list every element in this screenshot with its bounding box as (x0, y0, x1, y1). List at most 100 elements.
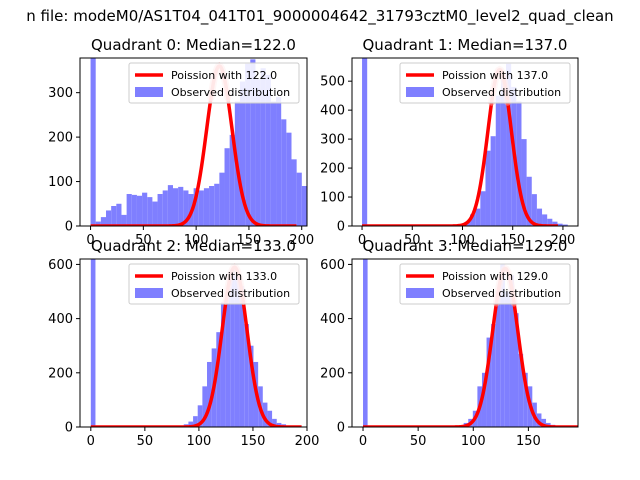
x-tick-label: 0 (86, 233, 94, 248)
histogram-bar (281, 119, 287, 226)
x-tick-label: 150 (500, 233, 525, 248)
y-tick-label: 0 (65, 421, 73, 436)
histogram-bar (547, 218, 553, 226)
histogram-bar (214, 183, 220, 226)
legend-hist-label: Observed distribution (442, 287, 561, 300)
histogram-bar (516, 101, 522, 226)
histogram-bar (121, 214, 127, 226)
histogram-bar (245, 63, 251, 226)
x-tick-label: 150 (237, 233, 262, 248)
histogram-bar (536, 208, 543, 226)
axes-frame (79, 57, 308, 227)
y-tick-label: 0 (65, 220, 73, 235)
histogram-bar (506, 63, 512, 226)
histogram-bar (178, 186, 184, 226)
histogram-bar (490, 136, 496, 226)
histogram-bar (509, 275, 515, 427)
histogram-bar (317, 208, 322, 226)
histogram-bar (90, 58, 96, 226)
x-tick-label: 100 (461, 434, 486, 449)
axes-frame (351, 258, 579, 428)
y-tick-label: 100 (48, 175, 73, 190)
histogram-bar (250, 59, 256, 226)
subplot-quadrant-1: 0 50 100 150 200 0 100 200 300 400 500 Poission wit… (320, 36, 579, 248)
x-tick-label: 50 (137, 434, 154, 449)
histogram-bar (193, 188, 199, 226)
histogram-bar (272, 418, 277, 427)
legend-hist-swatch (135, 87, 163, 97)
histogram-bar (229, 134, 235, 226)
x-tick-label: 200 (551, 233, 576, 248)
histogram-bar (267, 410, 273, 427)
histogram-bar (536, 413, 542, 427)
histogram-bar (265, 74, 271, 226)
y-tick-label: 200 (320, 162, 345, 177)
x-tick-label: 0 (358, 233, 366, 248)
histogram-bar (131, 194, 137, 226)
histogram-bar (198, 190, 204, 226)
histogram-bar (244, 324, 249, 427)
histogram-bar (197, 405, 203, 427)
histogram-bar (276, 422, 282, 427)
y-tick-label: 500 (320, 75, 345, 90)
x-tick-label: 100 (184, 233, 209, 248)
histogram-bar (255, 79, 261, 226)
histogram-bar (225, 288, 231, 427)
subplot-quadrant-3: 0 50 100 150 0 200 400 600 Poission with 129.0 Ob… (320, 237, 579, 449)
histogram-bar (207, 361, 212, 427)
histogram-bar (296, 172, 302, 226)
histogram-bar (224, 148, 230, 226)
legend-box (399, 62, 571, 104)
x-tick-label: 200 (295, 434, 320, 449)
subplot-title: Quadrant 0: Median=122.0 (91, 36, 296, 54)
histogram-bar (216, 332, 221, 427)
legend-box (128, 263, 300, 305)
legend-box (128, 62, 300, 104)
histogram-bar (167, 185, 173, 226)
legend-box (399, 263, 571, 305)
histogram-bar (286, 132, 292, 226)
histogram-bar (523, 372, 528, 427)
x-tick-label: 50 (410, 434, 427, 449)
histogram-bar (219, 172, 225, 226)
histogram-bar (239, 81, 246, 226)
histogram-bar (262, 402, 268, 427)
poisson-fit-line (362, 266, 578, 427)
histogram-bar (481, 372, 487, 427)
histogram-bar (260, 68, 266, 226)
histogram-bar (111, 206, 117, 226)
histogram-bar (495, 291, 501, 427)
histogram-bar (106, 210, 112, 226)
histogram-bar (363, 259, 368, 427)
y-tick-label: 600 (320, 258, 345, 273)
histogram-bar (306, 194, 307, 226)
histogram-bar (188, 421, 194, 427)
histogram-bar (562, 224, 568, 226)
y-tick-label: 200 (48, 131, 73, 146)
histogram-bar (203, 188, 210, 226)
y-tick-label: 300 (48, 86, 73, 101)
histogram-bar (504, 291, 510, 427)
histogram-bar (486, 337, 492, 427)
figure-suptitle: n file: modeM0/AS1T04_041T01_9000004642_… (26, 7, 613, 26)
histogram-bar (193, 416, 198, 427)
subplot-quadrant-0: 0 50 100 150 200 0 100 200 300 Poission with 122.… (48, 36, 322, 248)
histogram-bar (531, 194, 537, 226)
histogram-bar (491, 324, 496, 427)
poisson-fit-line (361, 67, 559, 226)
histogram-bar (136, 195, 143, 226)
legend-fit-label: Poission with 122.0 (171, 69, 277, 82)
axes-frame (351, 57, 579, 227)
histogram-bar (301, 186, 307, 226)
histogram-bar (485, 150, 491, 226)
legend-hist-swatch (406, 288, 434, 298)
y-tick-label: 300 (320, 133, 345, 148)
histogram-bar (518, 353, 524, 427)
histogram-bar (362, 58, 368, 226)
subplot-quadrant-2: 0 50 100 150 200 0 200 400 600 Poission with 133.… (48, 237, 319, 449)
histogram-bar (312, 204, 317, 226)
x-tick-label: 50 (135, 233, 152, 248)
histogram-bar (202, 386, 208, 427)
histogram-bar (220, 302, 226, 427)
histogram-bar (157, 194, 163, 226)
